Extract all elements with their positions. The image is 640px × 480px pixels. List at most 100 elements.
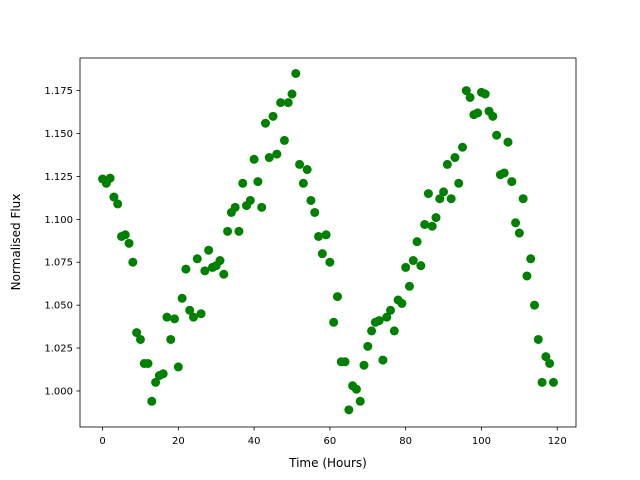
- point: [442, 159, 452, 169]
- point: [283, 98, 293, 108]
- point: [120, 230, 130, 240]
- point: [344, 405, 354, 415]
- point: [329, 317, 339, 327]
- point: [439, 187, 449, 197]
- point: [423, 189, 433, 199]
- point: [499, 168, 509, 178]
- point: [458, 142, 468, 152]
- point: [514, 228, 524, 238]
- point: [264, 153, 274, 163]
- point: [249, 154, 259, 164]
- point: [317, 249, 327, 259]
- point: [253, 177, 263, 187]
- point: [450, 153, 460, 163]
- x-tick-label: 20: [172, 436, 185, 447]
- point: [446, 194, 456, 204]
- point: [537, 377, 547, 387]
- point: [435, 194, 445, 204]
- point: [355, 396, 365, 406]
- point: [135, 334, 145, 344]
- point: [363, 341, 373, 351]
- point: [196, 309, 206, 319]
- point: [310, 207, 320, 217]
- point: [109, 192, 119, 202]
- y-tick-label: 1.150: [44, 129, 73, 140]
- point: [128, 257, 138, 267]
- point: [276, 98, 286, 108]
- point: [302, 165, 312, 175]
- point: [397, 298, 407, 308]
- point: [230, 202, 240, 212]
- point: [238, 178, 248, 188]
- point: [321, 230, 331, 240]
- point: [526, 254, 536, 264]
- point: [412, 237, 422, 247]
- point: [461, 86, 471, 96]
- y-axis-label: Normalised Flux: [9, 194, 23, 291]
- point: [132, 328, 142, 338]
- x-tick-label: 120: [548, 436, 567, 447]
- point: [147, 396, 157, 406]
- point: [389, 326, 399, 336]
- point: [351, 384, 361, 394]
- point: [507, 177, 517, 187]
- point: [204, 245, 214, 255]
- point: [287, 89, 297, 99]
- point: [465, 92, 475, 102]
- point: [272, 149, 282, 159]
- x-tick-label: 0: [99, 436, 105, 447]
- point: [408, 256, 418, 266]
- point: [488, 111, 498, 121]
- x-tick-label: 100: [472, 436, 491, 447]
- point: [427, 221, 437, 231]
- point: [454, 178, 464, 188]
- point: [143, 358, 153, 368]
- x-tick-label: 80: [399, 436, 412, 447]
- point: [533, 334, 543, 344]
- point: [492, 130, 502, 140]
- point: [295, 159, 305, 169]
- point: [378, 355, 388, 365]
- point: [113, 199, 123, 209]
- point: [158, 369, 168, 379]
- y-tick-label: 1.025: [44, 344, 73, 355]
- point: [192, 254, 202, 264]
- y-tick-label: 1.175: [44, 86, 73, 97]
- point: [386, 305, 396, 315]
- point: [166, 334, 176, 344]
- point: [332, 292, 342, 302]
- point: [314, 231, 324, 241]
- point: [162, 312, 172, 322]
- point: [503, 137, 513, 147]
- point: [260, 118, 270, 128]
- point: [518, 194, 528, 204]
- point: [374, 316, 384, 326]
- point: [367, 326, 377, 336]
- point: [200, 266, 210, 276]
- y-tick-label: 1.000: [44, 386, 73, 397]
- y-tick-label: 1.100: [44, 215, 73, 226]
- point: [188, 312, 198, 322]
- point: [511, 218, 521, 228]
- y-tick-label: 1.075: [44, 258, 73, 269]
- y-tick-label: 1.125: [44, 172, 73, 183]
- point: [181, 264, 191, 274]
- point: [359, 360, 369, 370]
- point: [541, 352, 551, 362]
- point: [268, 111, 278, 121]
- point: [223, 226, 233, 236]
- x-tick-label: 60: [324, 436, 337, 447]
- point: [431, 213, 441, 223]
- point: [404, 281, 414, 291]
- point: [151, 377, 161, 387]
- point: [298, 178, 308, 188]
- point: [325, 257, 335, 267]
- point: [382, 312, 392, 322]
- point: [530, 300, 540, 310]
- axes-frame: [79, 57, 577, 428]
- point: [279, 135, 289, 145]
- point: [420, 219, 430, 229]
- point: [416, 261, 426, 271]
- x-axis-label: Time (Hours): [288, 456, 367, 470]
- point: [215, 256, 225, 266]
